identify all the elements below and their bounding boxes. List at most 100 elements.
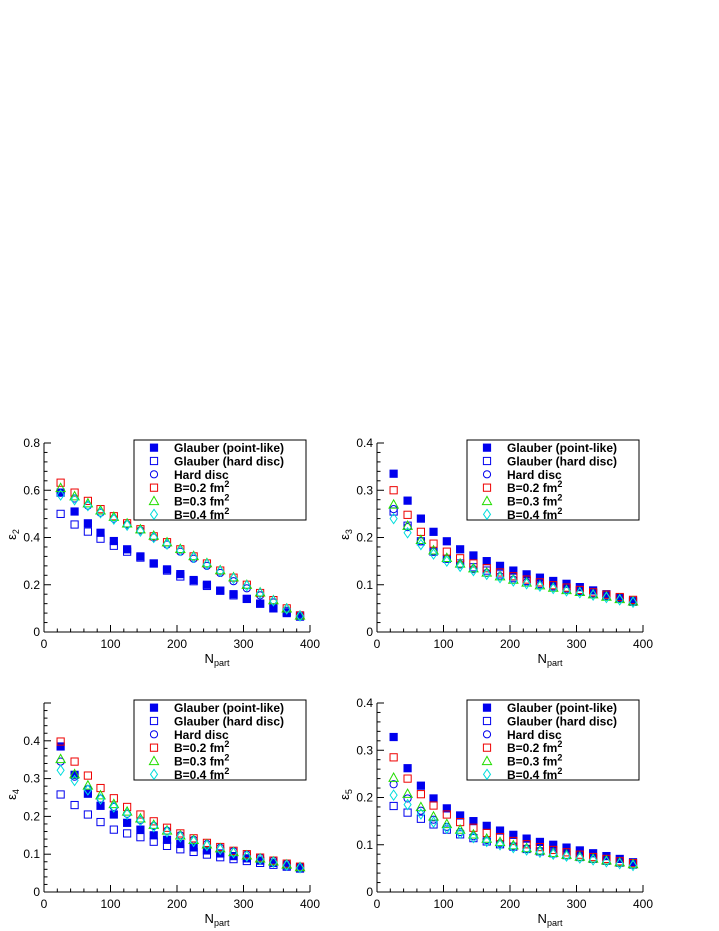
legend-label: Glauber (point-like) bbox=[174, 441, 284, 455]
data-point bbox=[575, 852, 584, 864]
legend-label: B=0.4 fm2 bbox=[174, 506, 229, 522]
data-point bbox=[495, 561, 505, 570]
data-point bbox=[415, 801, 427, 812]
data-point bbox=[216, 586, 225, 595]
legend-marker bbox=[148, 755, 160, 766]
data-point bbox=[202, 558, 212, 571]
legend-label: Glauber (hard disc) bbox=[507, 715, 617, 729]
data-point bbox=[189, 843, 198, 852]
data-point bbox=[403, 496, 412, 505]
legend-label: B=0.3 fm2 bbox=[507, 493, 562, 509]
data-point bbox=[269, 856, 278, 869]
data-point bbox=[389, 780, 398, 789]
y-tick-label: 0 bbox=[366, 885, 373, 899]
data-point bbox=[469, 823, 478, 832]
data-point bbox=[123, 545, 132, 554]
data-point bbox=[388, 498, 400, 509]
legend-label: B=0.4 fm2 bbox=[507, 506, 562, 522]
data-point bbox=[83, 499, 93, 512]
data-point bbox=[482, 557, 491, 566]
data-point bbox=[415, 534, 427, 545]
data-point bbox=[95, 789, 106, 800]
data-point bbox=[589, 853, 598, 866]
legend-marker bbox=[149, 470, 159, 479]
data-point bbox=[389, 469, 398, 478]
data-point bbox=[442, 537, 451, 546]
data-point bbox=[535, 846, 545, 859]
data-point bbox=[441, 552, 453, 562]
data-point bbox=[509, 836, 518, 846]
legend-box bbox=[466, 439, 640, 521]
data-point bbox=[509, 572, 518, 581]
legend-marker bbox=[149, 703, 159, 712]
data-point bbox=[403, 510, 412, 519]
data-point bbox=[56, 790, 65, 799]
data-point bbox=[441, 818, 453, 829]
y-tick-label: 0.2 bbox=[356, 531, 373, 545]
data-point bbox=[56, 478, 65, 487]
data-point bbox=[549, 848, 558, 861]
data-point bbox=[522, 834, 531, 843]
data-point bbox=[69, 490, 81, 501]
x-tick-label: 300 bbox=[566, 637, 586, 651]
data-point bbox=[495, 833, 505, 842]
panel-1: 0 100 200 300 400 0 0.1 0.2 0.3 0.4 Npart ε3 Glauber… bbox=[337, 436, 653, 668]
data-point bbox=[495, 571, 505, 584]
data-point bbox=[389, 512, 398, 525]
data-point bbox=[535, 578, 545, 587]
data-point bbox=[189, 577, 198, 586]
legend-marker bbox=[481, 755, 493, 766]
data-point bbox=[176, 572, 185, 581]
legend-label: Glauber (hard disc) bbox=[507, 455, 617, 469]
data-point bbox=[136, 833, 145, 842]
x-tick-label: 100 bbox=[433, 637, 453, 651]
data-point bbox=[149, 820, 158, 833]
series-1 bbox=[56, 790, 305, 873]
legend-marker bbox=[149, 768, 159, 781]
series-3 bbox=[389, 486, 638, 604]
data-point bbox=[70, 520, 79, 529]
data-point bbox=[176, 845, 185, 854]
data-point bbox=[575, 846, 584, 855]
x-axis-title: Npart bbox=[205, 911, 230, 928]
legend-marker bbox=[149, 743, 159, 752]
y-tick-label: 0.1 bbox=[23, 847, 40, 861]
data-point bbox=[442, 810, 451, 819]
data-point bbox=[162, 826, 172, 838]
data-point bbox=[429, 794, 438, 803]
data-point bbox=[109, 513, 118, 525]
legend-marker bbox=[482, 768, 492, 781]
y-tick-label: 0.1 bbox=[356, 578, 373, 592]
data-point bbox=[467, 828, 479, 839]
data-point bbox=[176, 544, 185, 557]
data-point bbox=[403, 526, 412, 539]
data-point bbox=[202, 839, 212, 852]
data-point bbox=[535, 843, 545, 852]
data-point bbox=[83, 496, 92, 505]
data-point bbox=[70, 507, 79, 516]
data-point bbox=[429, 527, 438, 536]
y-tick-label: 0.8 bbox=[23, 436, 40, 450]
data-point bbox=[416, 781, 425, 790]
y-tick-label: 0.4 bbox=[356, 696, 373, 710]
data-point bbox=[176, 570, 185, 579]
x-tick-label: 400 bbox=[300, 637, 320, 651]
data-point bbox=[123, 829, 132, 838]
x-tick-label: 200 bbox=[167, 637, 187, 651]
y-axis-title: ε3 bbox=[337, 529, 354, 540]
legend-marker bbox=[149, 508, 159, 521]
x-tick-label: 400 bbox=[633, 897, 653, 911]
data-point bbox=[562, 848, 571, 857]
data-point bbox=[562, 850, 571, 862]
y-axis-title: ε2 bbox=[4, 529, 21, 540]
data-point bbox=[83, 784, 93, 796]
data-point bbox=[149, 559, 158, 568]
x-tick-label: 300 bbox=[566, 897, 586, 911]
data-point bbox=[242, 594, 251, 604]
data-point bbox=[295, 861, 305, 874]
data-point bbox=[216, 565, 225, 578]
data-point bbox=[522, 575, 531, 584]
data-point bbox=[549, 845, 558, 855]
data-point bbox=[454, 824, 466, 834]
data-point bbox=[467, 562, 479, 573]
